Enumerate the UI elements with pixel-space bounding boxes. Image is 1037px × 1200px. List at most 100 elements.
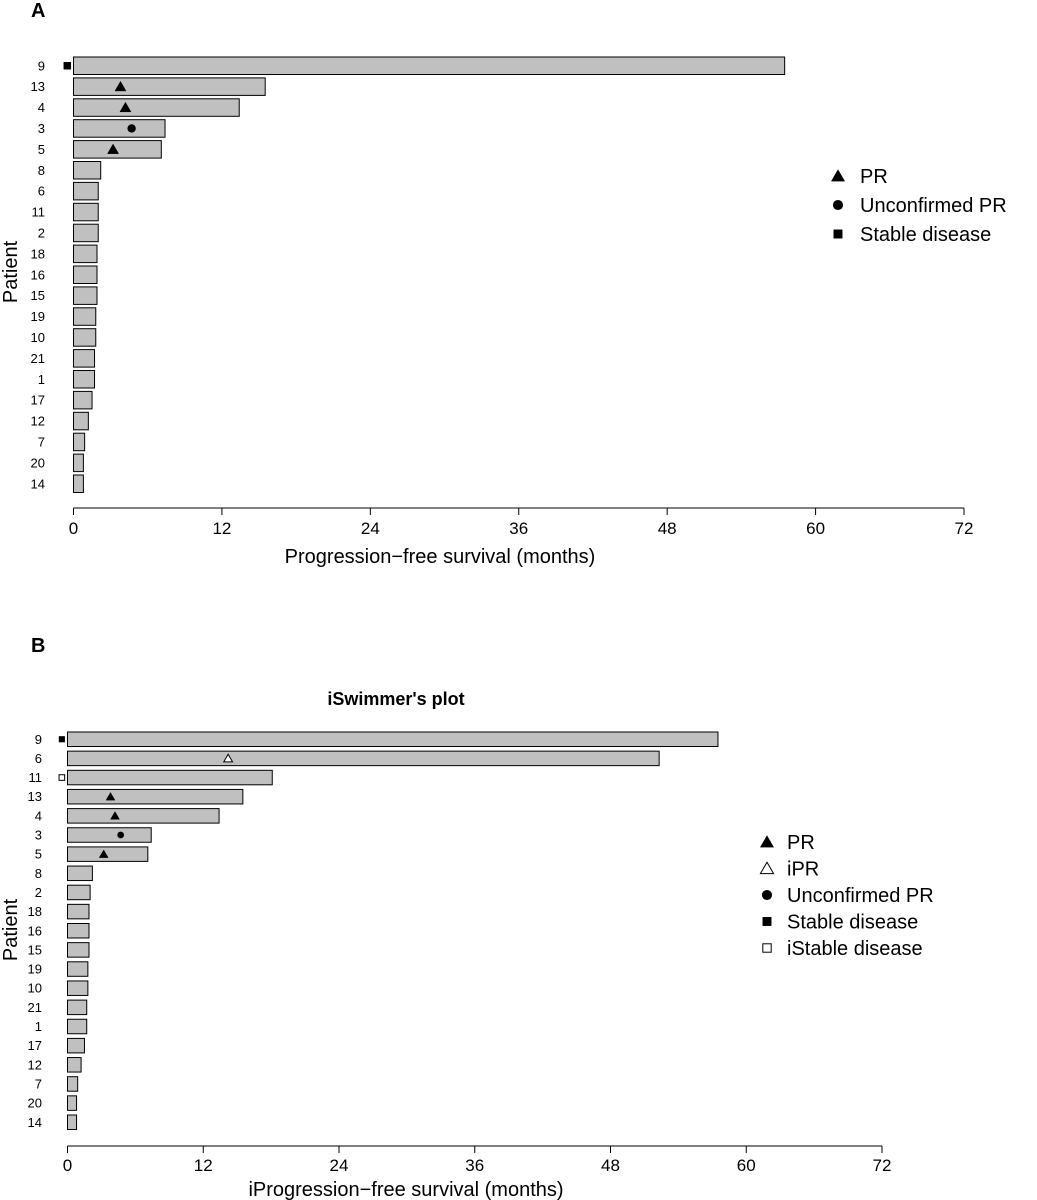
panel-a-markers [63,62,136,154]
bar-patient-3 [67,827,152,843]
bar-patient-10 [67,980,89,996]
patient-label-17: 17 [28,1038,42,1053]
bar-patient-13 [67,788,244,805]
bar-patient-7 [73,432,86,452]
legend-symbol-istable [762,943,772,953]
patient-label-10: 10 [31,330,45,345]
patient-label-20: 20 [31,455,45,470]
patient-label-1: 1 [35,1019,42,1034]
marker-stable-patient-9 [58,736,65,743]
patient-label-12: 12 [28,1057,42,1072]
panel-a-bars [73,56,786,493]
x-tick-label-36: 36 [465,1156,484,1175]
panel-a-legend: PR Unconfirmed PR Stable disease [830,166,1007,246]
bar-patient-3 [73,119,166,138]
patient-label-21: 21 [28,1000,42,1015]
bar-patient-9 [67,731,719,747]
panel-b-title: iSwimmer's plot [327,689,464,709]
bar-patient-17 [73,390,93,410]
patient-label-8: 8 [35,866,42,881]
patient-label-9: 9 [38,58,45,73]
panel-a-y-axis-title: Patient [0,240,22,303]
bar-patient-8 [67,865,93,882]
panel-a-label: A [31,0,45,22]
patient-label-21: 21 [31,351,45,366]
bar-patient-19 [73,307,97,326]
patient-label-20: 20 [28,1096,42,1111]
bar-patient-12 [67,1057,82,1073]
patient-label-3: 3 [35,828,42,843]
panel-b-x-axis-title: iProgression−free survival (months) [248,1179,563,1200]
marker-pr-patient-13 [105,792,116,801]
marker-pr-patient-13 [114,80,127,92]
patient-label-1: 1 [38,372,45,387]
legend-label-upr: Unconfirmed PR [860,195,1007,217]
bar-patient-1 [67,1018,88,1035]
panel-b-y-axis-title: Patient [0,898,22,961]
panel-b-markers [58,736,234,858]
bar-patient-21 [73,349,96,368]
bar-patient-5 [73,140,162,159]
x-tick-label-12: 12 [212,519,231,538]
patient-label-11: 11 [29,770,43,785]
marker-upr-patient-3 [117,831,125,839]
panel-a: A 9 13 4 3 5 8 6 11 2 18 16 15 19 10 21 1 17 12 7 20 14 0 12 2… [0,0,1007,568]
bar-patient-7 [67,1076,79,1092]
bar-patient-18 [73,244,98,264]
legend-symbol-stable [762,917,772,926]
bar-patient-16 [67,923,90,939]
panel-a-x-axis: 0 12 24 36 48 60 72 [69,507,973,538]
legend-label-stable: Stable disease [787,912,918,934]
patient-label-14: 14 [31,476,45,491]
patient-label-5: 5 [38,142,45,157]
patient-label-10: 10 [28,981,42,996]
bar-patient-9 [73,56,786,75]
x-tick-label-0: 0 [63,1156,72,1175]
x-tick-label-48: 48 [658,519,677,538]
marker-stable-patient-9 [63,62,72,70]
patient-label-2: 2 [38,225,45,240]
bar-patient-2 [67,884,91,901]
x-tick-label-48: 48 [601,1156,620,1175]
bar-patient-20 [67,1095,78,1111]
bar-patient-6 [67,750,660,767]
x-tick-label-72: 72 [873,1156,892,1175]
legend-label-pr: PR [860,166,888,188]
x-tick-label-24: 24 [330,1156,349,1175]
bar-patient-4 [73,98,240,117]
bar-patient-17 [67,1037,85,1054]
bar-patient-19 [67,961,89,977]
marker-pr-patient-4 [110,811,120,820]
patient-label-16: 16 [31,267,45,282]
patient-label-6: 6 [38,184,45,199]
bar-patient-12 [73,411,89,431]
patient-label-7: 7 [35,1076,42,1091]
patient-label-12: 12 [31,414,45,429]
patient-label-17: 17 [31,393,45,408]
bar-patient-10 [73,328,97,347]
panel-b: B iSwimmer's plot 9611134358218161519102… [0,635,934,1200]
legend-symbol-stable [833,229,843,239]
patient-label-14: 14 [28,1115,42,1130]
bar-patient-11 [73,202,99,222]
marker-upr-patient-3 [127,124,136,133]
panel-a-patient-labels: 9 13 4 3 5 8 6 11 2 18 16 15 19 10 21 1 17 12 7 20 14 [31,58,45,491]
legend-symbol-ipr [759,861,775,875]
bar-patient-15 [67,942,90,958]
patient-label-13: 13 [31,79,45,94]
patient-label-9: 9 [35,732,42,747]
patient-label-15: 15 [31,288,45,303]
panel-b-legend: PR iPR Unconfirmed PR Stable disease iStable… [759,832,934,960]
bar-patient-15 [73,286,98,305]
patient-label-8: 8 [38,163,45,178]
panel-b-patient-labels: 9 6 11 13 4 3 5 8 2 18 16 15 19 10 21 1 17 12 7 20 14 [28,732,42,1130]
patient-label-15: 15 [28,942,42,957]
patient-label-18: 18 [28,904,42,919]
patient-label-6: 6 [35,751,42,766]
patient-label-13: 13 [28,789,42,804]
bar-patient-16 [73,265,98,284]
bar-patient-1 [73,370,96,389]
patient-label-4: 4 [38,100,45,115]
marker-pr-patient-4 [119,101,132,113]
